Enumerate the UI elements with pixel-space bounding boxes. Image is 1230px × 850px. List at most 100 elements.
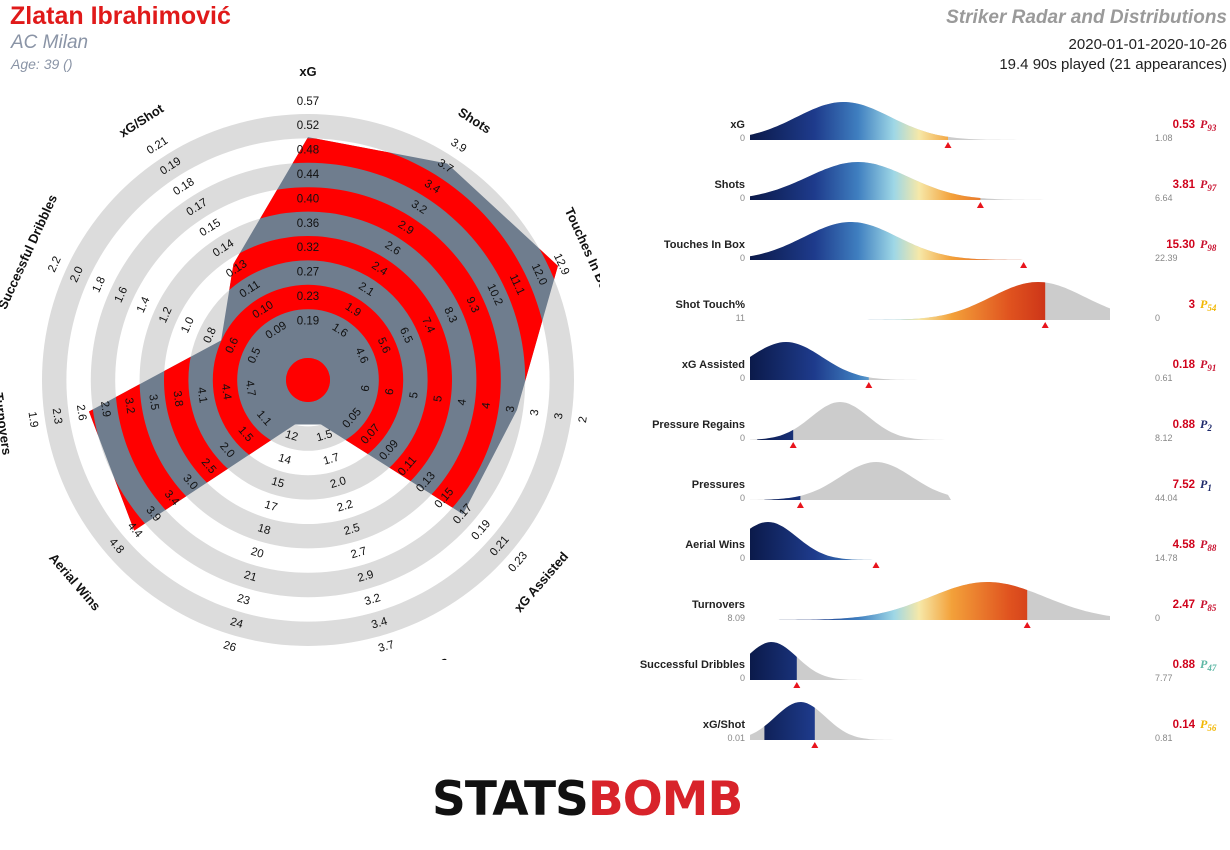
- radar-tick-label: 5: [432, 395, 445, 403]
- distribution-max: 8.12: [1155, 433, 1173, 443]
- radar-tick-label: 3.2: [363, 592, 382, 608]
- radar-tick-label: 3: [529, 409, 542, 417]
- distribution-percentile-fill: [750, 642, 797, 680]
- radar-tick-label: 6: [360, 384, 373, 392]
- distribution-percentile-fill: [750, 342, 869, 380]
- radar-tick-label: 4: [456, 398, 469, 407]
- percentile-label: P91: [1200, 357, 1216, 373]
- distribution-max: 0.61: [1155, 373, 1173, 383]
- radar-tick-label: 4.1: [195, 387, 209, 405]
- radar-tick-label: 18: [256, 522, 272, 537]
- percentile-label: P93: [1200, 117, 1217, 133]
- distribution-value: 4.58: [1173, 539, 1196, 551]
- value-marker-icon: [865, 382, 873, 388]
- distribution-row: Pressure Regains 0 8.120.88 P2: [652, 402, 1212, 448]
- radar-tick-label: 14: [277, 452, 293, 467]
- radar-tick-label: 2: [577, 416, 590, 424]
- value-marker-icon: [1023, 622, 1031, 628]
- radar-tick-label: 2.9: [98, 400, 112, 418]
- distribution-row: Shot Touch% 11 0 3 P54: [676, 282, 1217, 328]
- distribution-area: [750, 402, 1110, 440]
- report-title: Striker Radar and Distributions: [946, 7, 1227, 28]
- radar-tick-label: 21: [242, 569, 258, 584]
- radar-tick-label: 0.48: [297, 145, 319, 157]
- percentile-label: P98: [1200, 237, 1217, 253]
- value-marker-icon: [793, 682, 801, 688]
- distribution-label: Successful Dribbles: [640, 659, 745, 671]
- radar-tick-label: 2.2: [336, 498, 355, 514]
- radar-tick-label: 3.4: [370, 615, 389, 631]
- distribution-label: Shot Touch%: [676, 299, 746, 311]
- radar-tick-label: 2.9: [356, 569, 375, 585]
- distribution-max: 1.08: [1155, 133, 1173, 143]
- value-marker-icon: [811, 742, 819, 748]
- percentile-label: P54: [1200, 297, 1217, 313]
- distribution-charts: xG 0 1.080.53 P93 Shots 0 6.643.81 P97 Touches I…: [640, 102, 1217, 748]
- value-marker-icon: [1020, 262, 1028, 268]
- distribution-min: 0.01: [727, 733, 745, 743]
- distribution-value: 0.18: [1173, 359, 1196, 371]
- radar-axis-label: xG: [299, 64, 316, 79]
- distribution-area: [750, 282, 1110, 320]
- radar-tick-label: 0.44: [297, 169, 320, 181]
- distribution-min: 0: [740, 553, 745, 563]
- distribution-min: 0: [740, 493, 745, 503]
- distribution-value: 0.88: [1173, 419, 1196, 431]
- radar-tick-label: 2.6: [74, 404, 88, 422]
- value-marker-icon: [944, 142, 952, 148]
- value-marker-icon: [976, 202, 984, 208]
- distribution-value: 7.52: [1173, 479, 1195, 491]
- radar-tick-label: 5: [408, 391, 421, 399]
- radar-tick-label: 2.5: [343, 522, 362, 538]
- distribution-label: Pressure Regains: [652, 419, 745, 431]
- distribution-label: Aerial Wins: [685, 539, 745, 551]
- radar-tick-label: 0.40: [297, 193, 319, 205]
- radar-tick-label: 4.7: [243, 380, 257, 398]
- distribution-row: xG 0 1.080.53 P93: [730, 102, 1217, 148]
- radar-tick-label: 17: [263, 499, 279, 514]
- logo-stats-text: STATS: [432, 772, 589, 827]
- distribution-min: 0: [740, 673, 745, 683]
- percentile-label: P56: [1200, 717, 1217, 733]
- distribution-percentile-fill: [757, 429, 794, 440]
- distribution-value: 15.30: [1166, 239, 1195, 251]
- radar-tick-label: 0.19: [297, 315, 319, 327]
- distribution-label: Touches In Box: [664, 239, 746, 251]
- radar-tick-label: 1.9: [26, 411, 40, 429]
- player-name: Zlatan Ibrahimović: [10, 2, 231, 30]
- radar-tick-label: 3.5: [146, 393, 160, 411]
- distribution-min: 0: [740, 193, 745, 203]
- distribution-percentile-fill: [750, 522, 876, 560]
- distribution-label: Pressures: [692, 479, 745, 491]
- radar-tick-label: 0.52: [297, 120, 319, 132]
- date-range: 2020-01-01-2020-10-26: [1068, 36, 1227, 53]
- distribution-value: 3: [1189, 299, 1195, 311]
- radar-tick-label: 1.7: [322, 452, 341, 468]
- distribution-row: Touches In Box 0 22.39 15.30 P98: [664, 222, 1217, 268]
- radar-tick-label: 26: [222, 639, 238, 654]
- distribution-label: xG/Shot: [703, 719, 746, 731]
- distribution-area: [750, 462, 1110, 500]
- percentile-label: P85: [1200, 597, 1217, 613]
- radar-tick-label: 3: [553, 412, 566, 420]
- radar-tick-label: 3.8: [170, 390, 184, 408]
- radar-tick-label: 0.23: [297, 291, 319, 303]
- distribution-max: 0: [1155, 313, 1160, 323]
- percentile-label: P47: [1200, 657, 1217, 673]
- radar-tick-label: 0.36: [297, 218, 319, 230]
- percentile-label: P2: [1200, 417, 1212, 433]
- distribution-value: 2.47: [1173, 599, 1195, 611]
- distribution-area: [750, 702, 1110, 740]
- distribution-value: 0.53: [1173, 119, 1195, 131]
- radar-tick-label: 0.57: [297, 96, 319, 108]
- radar-tick-label: 24: [229, 616, 245, 631]
- radar-tick-label: 3.7: [377, 639, 396, 655]
- radar-tick-label: 2.3: [50, 407, 64, 425]
- distribution-row: Turnovers 8.09 0 2.47 P85: [692, 582, 1217, 628]
- radar-tick-label: 4.4: [219, 383, 233, 401]
- distribution-row: xG Assisted 0 0.610.18 P91: [682, 342, 1216, 388]
- distribution-label: xG: [730, 119, 745, 131]
- player-age: Age: 39 (): [11, 56, 73, 72]
- value-marker-icon: [872, 562, 880, 568]
- radar-tick-label: 23: [236, 593, 252, 608]
